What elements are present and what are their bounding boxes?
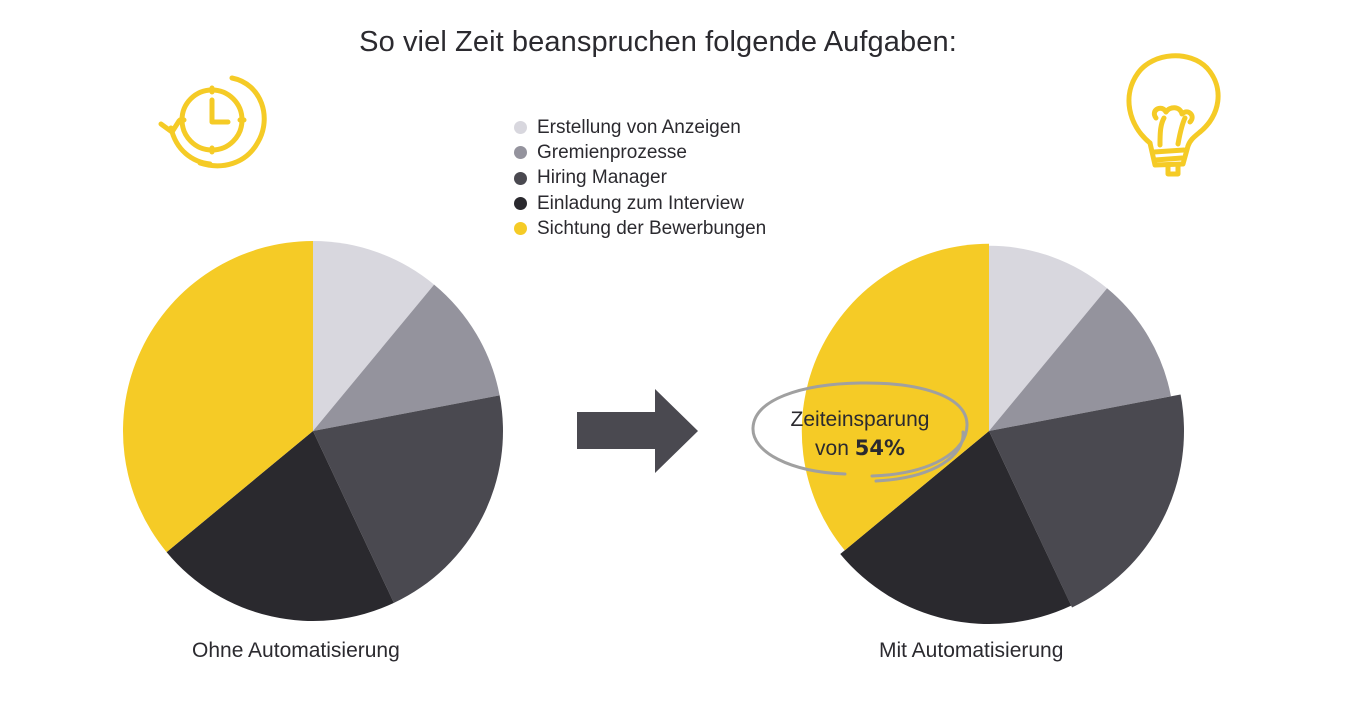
pie-slice [840,431,1072,625]
pie-chart-ohne [122,241,503,622]
legend: Erstellung von Anzeigen Gremienprozesse … [514,115,766,241]
legend-label: Einladung zum Interview [537,192,744,214]
chart-title: So viel Zeit beanspruchen folgende Aufga… [359,26,957,58]
pie-slice [313,395,503,603]
legend-label: Erstellung von Anzeigen [537,116,741,138]
caption-ohne: Ohne Automatisierung [192,639,400,662]
savings-von: von [815,437,849,460]
pie-slice [166,431,394,622]
legend-item: Erstellung von Anzeigen [514,115,766,140]
legend-item: Gremienprozesse [514,140,766,165]
pie-chart-mit [801,243,1185,625]
savings-value: 54% [854,436,905,460]
pie-slice [313,284,500,431]
legend-item: Hiring Manager [514,166,766,191]
caption-mit: Mit Automatisierung [879,639,1064,662]
pie-slice [989,245,1108,431]
savings-ellipse [751,381,969,483]
pie-slice [989,288,1171,431]
pie-slice [989,394,1185,608]
legend-label: Sichtung der Bewerbungen [537,217,767,239]
legend-label: Hiring Manager [537,167,667,189]
savings-prefix: Zeiteinsparung [790,408,930,431]
legend-item: Einladung zum Interview [514,191,766,216]
legend-swatch [514,121,527,135]
pie-slice [122,241,313,553]
savings-label: Zeiteinsparung von 54% [760,406,960,463]
legend-swatch [514,146,527,160]
pie-slice [801,243,989,551]
savings-line: von 54% [760,434,960,463]
legend-swatch [514,222,527,236]
pie-slice [313,241,435,431]
legend-swatch [514,171,527,185]
arrow-right-icon [577,389,698,473]
legend-label: Gremienprozesse [537,141,687,163]
legend-swatch [514,197,527,211]
legend-item: Sichtung der Bewerbungen [514,216,766,241]
